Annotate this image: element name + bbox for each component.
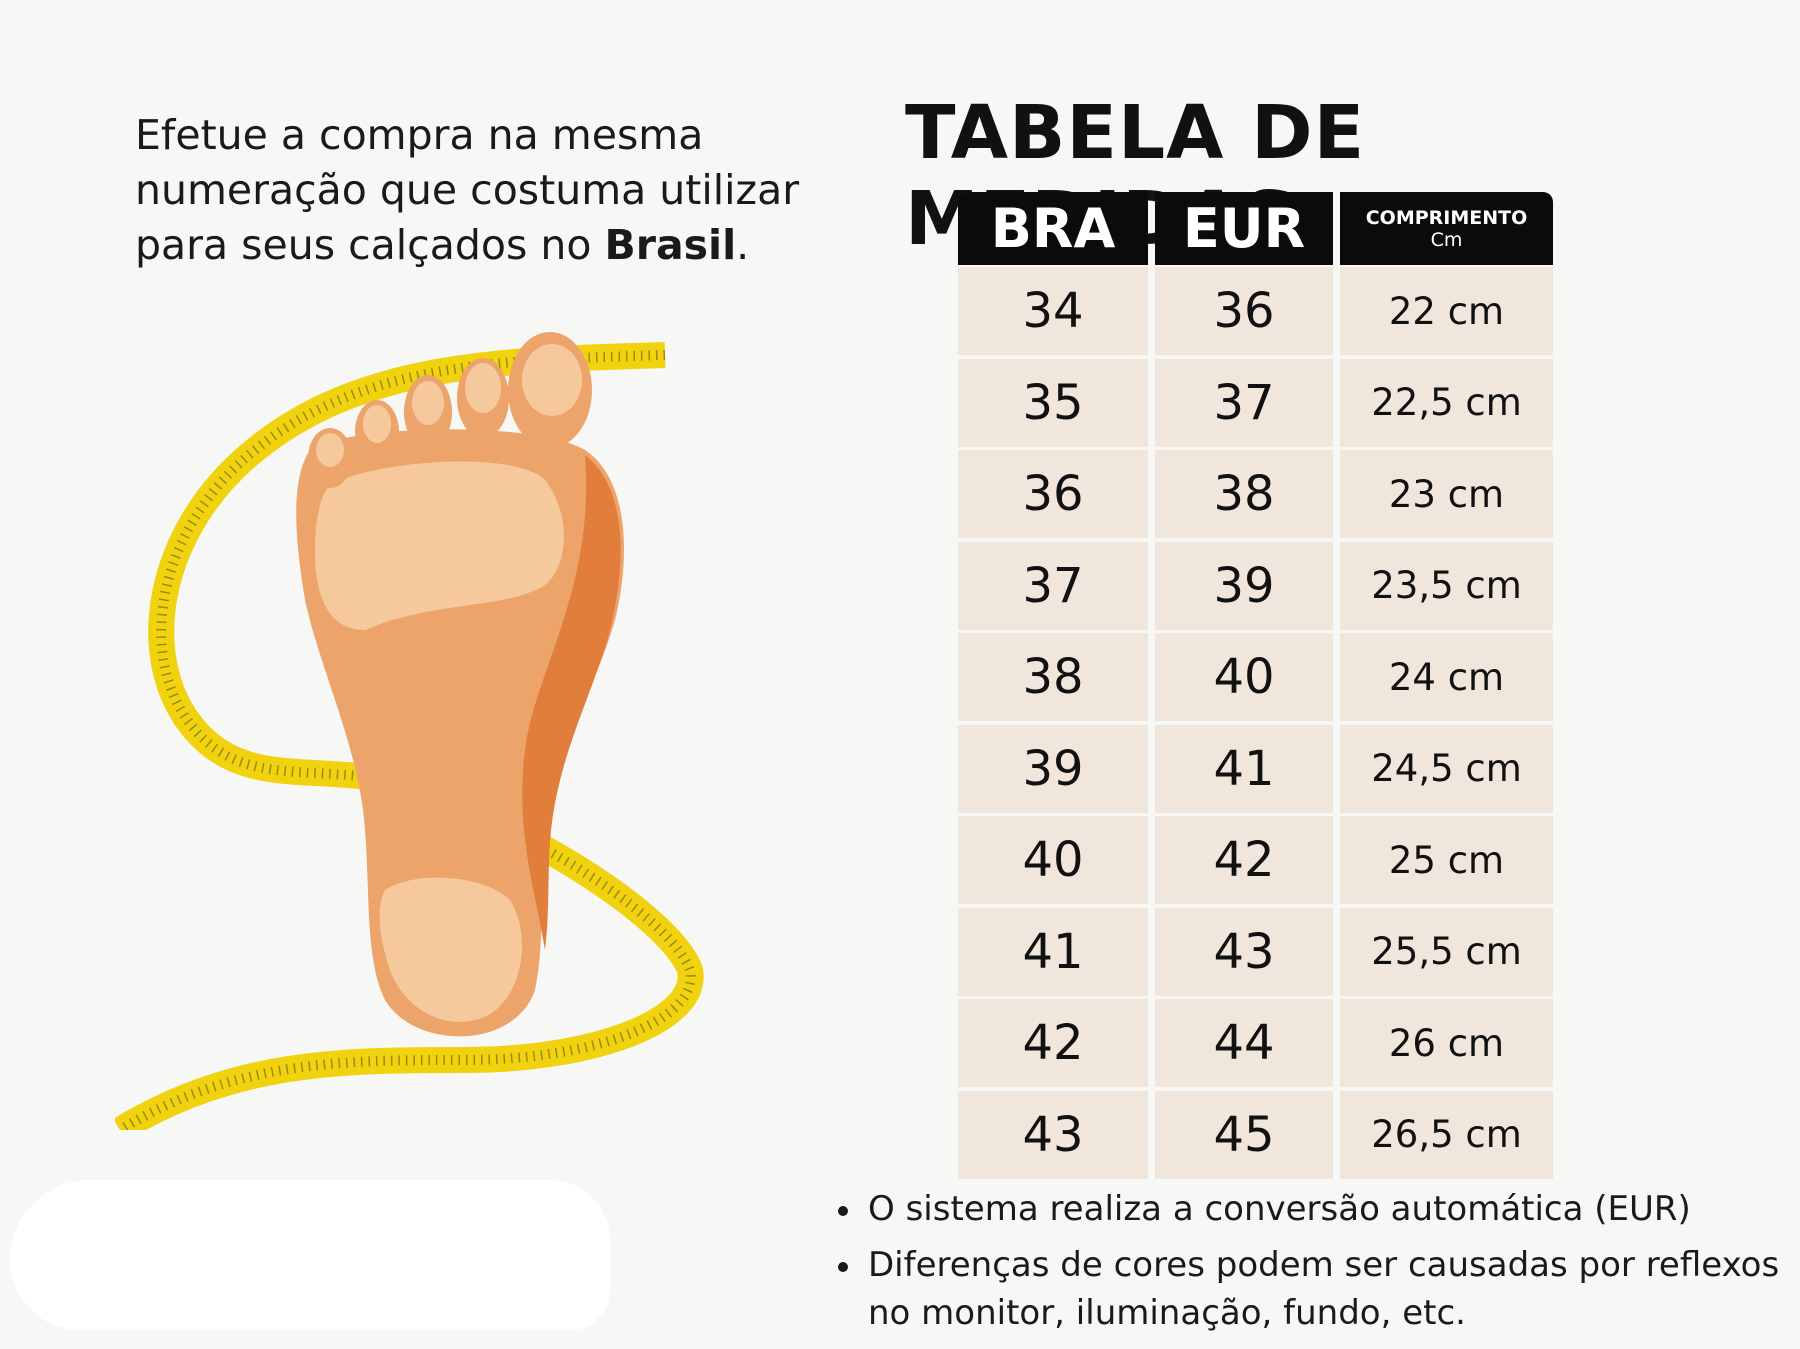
intro-text-bold: Brasil: [604, 221, 737, 269]
cell-eur: 43: [1155, 907, 1333, 996]
cell-eur: 39: [1155, 541, 1333, 630]
cell-length: 24 cm: [1340, 633, 1553, 721]
foot-sole-icon: [296, 332, 624, 1037]
intro-text: Efetue a compra na mesma numeração que c…: [135, 108, 815, 273]
cell-eur: 40: [1155, 633, 1333, 721]
cell-bra: 42: [958, 999, 1148, 1087]
cell-length: 23 cm: [1340, 450, 1553, 538]
cell-eur: 37: [1155, 358, 1333, 447]
foot-measure-illustration: [115, 332, 704, 1130]
cell-length: 23,5 cm: [1340, 541, 1553, 630]
decorative-blob: [10, 1180, 610, 1330]
cell-eur: 45: [1155, 1090, 1333, 1179]
cell-bra: 39: [958, 724, 1148, 813]
cell-length: 26 cm: [1340, 999, 1553, 1087]
header-length: COMPRIMENTO Cm: [1340, 192, 1553, 265]
cell-bra: 40: [958, 816, 1148, 904]
cell-length: 26,5 cm: [1340, 1090, 1553, 1179]
cell-bra: 43: [958, 1090, 1148, 1179]
cell-length: 24,5 cm: [1340, 724, 1553, 813]
note-item: O sistema realiza a conversão automática…: [838, 1185, 1788, 1233]
header-eur: EUR: [1155, 192, 1333, 265]
cell-bra: 34: [958, 267, 1148, 355]
cell-eur: 38: [1155, 450, 1333, 538]
cell-eur: 36: [1155, 267, 1333, 355]
notes-list: O sistema realiza a conversão automática…: [838, 1185, 1788, 1337]
header-length-title: COMPRIMENTO: [1365, 206, 1528, 229]
header-length-unit: Cm: [1430, 228, 1463, 251]
cell-length: 22,5 cm: [1340, 358, 1553, 447]
cell-bra: 36: [958, 450, 1148, 538]
cell-bra: 37: [958, 541, 1148, 630]
intro-text-main: Efetue a compra na mesma numeração que c…: [135, 111, 800, 269]
cell-bra: 35: [958, 358, 1148, 447]
header-bra: BRA: [958, 192, 1148, 265]
cell-bra: 38: [958, 633, 1148, 721]
cell-bra: 41: [958, 907, 1148, 996]
cell-length: 25 cm: [1340, 816, 1553, 904]
note-item: Diferenças de cores podem ser causadas p…: [838, 1241, 1788, 1337]
cell-eur: 42: [1155, 816, 1333, 904]
cell-length: 25,5 cm: [1340, 907, 1553, 996]
cell-eur: 41: [1155, 724, 1333, 813]
intro-text-end: .: [736, 221, 750, 269]
cell-length: 22 cm: [1340, 267, 1553, 355]
cell-eur: 44: [1155, 999, 1333, 1087]
